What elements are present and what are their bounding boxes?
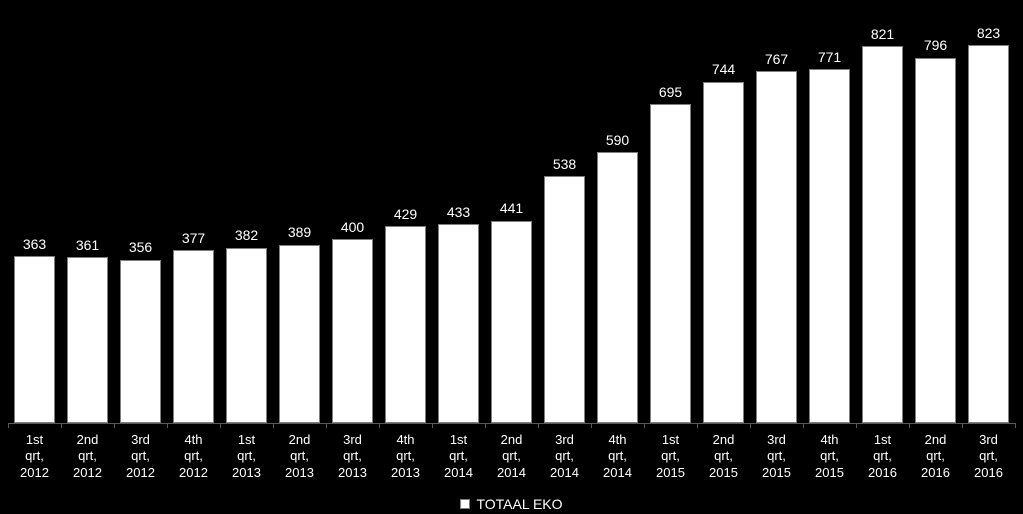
bar-value-label: 771 xyxy=(818,50,841,65)
x-axis-label: 1st qrt, 2013 xyxy=(220,428,273,488)
x-axis-label: 2nd qrt, 2015 xyxy=(697,428,750,488)
bar-value-label: 821 xyxy=(871,27,894,42)
bar-slot: 538 xyxy=(538,10,591,423)
bar-value-label: 382 xyxy=(235,228,258,243)
bar-slot: 400 xyxy=(326,10,379,423)
bar-value-label: 538 xyxy=(553,157,576,172)
bar-value-label: 744 xyxy=(712,62,735,77)
x-axis-label: 2nd qrt, 2013 xyxy=(273,428,326,488)
bar-slot: 695 xyxy=(644,10,697,423)
bar-slot: 361 xyxy=(61,10,114,423)
bar-value-label: 429 xyxy=(394,207,417,222)
x-tick xyxy=(1015,423,1016,428)
x-axis-label: 4th qrt, 2013 xyxy=(379,428,432,488)
x-axis-label: 3rd qrt, 2014 xyxy=(538,428,591,488)
x-axis-label: 1st qrt, 2012 xyxy=(8,428,61,488)
bar-value-label: 363 xyxy=(23,237,46,252)
x-axis-label: 3rd qrt, 2015 xyxy=(750,428,803,488)
bar-value-label: 400 xyxy=(341,220,364,235)
bar-chart: 363 361 356 377 382 389 400 429 433 441 538 590 695 7… xyxy=(0,0,1023,514)
bar xyxy=(597,152,638,423)
x-axis-label: 1st qrt, 2014 xyxy=(432,428,485,488)
bar-slot: 744 xyxy=(697,10,750,423)
bar-slot: 823 xyxy=(962,10,1015,423)
x-axis-label: 3rd qrt, 2016 xyxy=(962,428,1015,488)
bar xyxy=(279,245,320,424)
bar-slot: 771 xyxy=(803,10,856,423)
x-axis-label: 2nd qrt, 2012 xyxy=(61,428,114,488)
bar-value-label: 767 xyxy=(765,52,788,67)
x-axis-label: 4th qrt, 2012 xyxy=(167,428,220,488)
bar-slot: 796 xyxy=(909,10,962,423)
bar-value-label: 377 xyxy=(182,231,205,246)
bar-slot: 356 xyxy=(114,10,167,423)
x-axis-labels: 1st qrt, 20122nd qrt, 20123rd qrt, 20124… xyxy=(8,428,1015,488)
bar xyxy=(703,82,744,423)
legend: TOTAAL EKO xyxy=(0,496,1023,512)
bar xyxy=(650,104,691,423)
x-axis-label: 1st qrt, 2016 xyxy=(856,428,909,488)
bar xyxy=(120,260,161,423)
x-axis-label: 4th qrt, 2015 xyxy=(803,428,856,488)
bar-slot: 441 xyxy=(485,10,538,423)
bar-slot: 590 xyxy=(591,10,644,423)
bar xyxy=(491,221,532,423)
x-axis-label: 1st qrt, 2015 xyxy=(644,428,697,488)
legend-label: TOTAAL EKO xyxy=(476,496,562,512)
bar xyxy=(438,224,479,423)
bar xyxy=(915,58,956,423)
bar-slot: 433 xyxy=(432,10,485,423)
bar-value-label: 823 xyxy=(977,26,1000,41)
bar xyxy=(862,46,903,423)
bar-value-label: 695 xyxy=(659,85,682,100)
bar xyxy=(173,250,214,423)
bar-slot: 821 xyxy=(856,10,909,423)
bars-row: 363 361 356 377 382 389 400 429 433 441 538 590 695 7… xyxy=(8,10,1015,423)
bar xyxy=(544,176,585,423)
x-axis-label: 2nd qrt, 2014 xyxy=(485,428,538,488)
bar-slot: 377 xyxy=(167,10,220,423)
bar xyxy=(756,71,797,423)
legend-swatch xyxy=(460,499,470,509)
bar-value-label: 590 xyxy=(606,133,629,148)
bar-value-label: 433 xyxy=(447,205,470,220)
bar-slot: 767 xyxy=(750,10,803,423)
bar-slot: 363 xyxy=(8,10,61,423)
bar-value-label: 389 xyxy=(288,225,311,240)
x-axis-label: 3rd qrt, 2013 xyxy=(326,428,379,488)
bar-value-label: 356 xyxy=(129,240,152,255)
plot-area: 363 361 356 377 382 389 400 429 433 441 538 590 695 7… xyxy=(8,10,1015,424)
bar xyxy=(67,257,108,423)
x-axis-label: 3rd qrt, 2012 xyxy=(114,428,167,488)
bar xyxy=(14,256,55,423)
x-axis-label: 2nd qrt, 2016 xyxy=(909,428,962,488)
bar xyxy=(226,248,267,423)
bar-slot: 429 xyxy=(379,10,432,423)
bar xyxy=(809,69,850,423)
bar xyxy=(968,45,1009,423)
bar-slot: 382 xyxy=(220,10,273,423)
bar-value-label: 796 xyxy=(924,38,947,53)
bar xyxy=(385,226,426,423)
bar-value-label: 441 xyxy=(500,201,523,216)
bar-value-label: 361 xyxy=(76,238,99,253)
x-axis-label: 4th qrt, 2014 xyxy=(591,428,644,488)
bar-slot: 389 xyxy=(273,10,326,423)
bar xyxy=(332,239,373,423)
